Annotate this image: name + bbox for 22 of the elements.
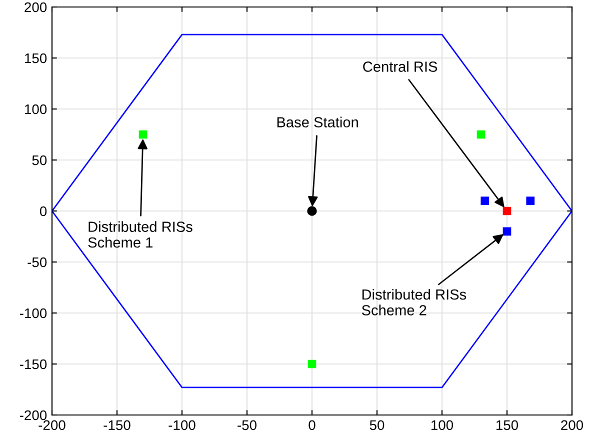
- y-tick-label: 0: [40, 206, 47, 216]
- x-tick-label: 150: [496, 420, 518, 430]
- x-tick-label: 100: [431, 420, 454, 430]
- x-tick-label: -100: [168, 420, 196, 430]
- x-tick-label: 200: [561, 420, 584, 430]
- y-tick-label: -50: [28, 257, 47, 268]
- y-tick-label: -150: [20, 359, 47, 370]
- y-tick-label: 150: [25, 53, 47, 64]
- x-tick-label: -150: [104, 420, 130, 430]
- y-tick-label: -100: [20, 308, 47, 318]
- annotation: Central RIS: [363, 61, 438, 72]
- y-tick-label: -200: [20, 410, 47, 420]
- y-tick-label: 200: [24, 2, 47, 12]
- annotation: Base Station: [277, 116, 358, 128]
- y-tick-label: 50: [32, 155, 47, 166]
- x-tick-label: 0: [308, 420, 316, 430]
- y-tick-label: 100: [25, 104, 47, 114]
- x-tick-label: 50: [370, 420, 384, 430]
- annotation: Distributed RISs Scheme 1: [88, 221, 192, 248]
- x-tick-label: -200: [38, 420, 66, 430]
- annotation: Distributed RISs Scheme 2: [362, 288, 466, 316]
- x-tick-label: -50: [238, 420, 256, 430]
